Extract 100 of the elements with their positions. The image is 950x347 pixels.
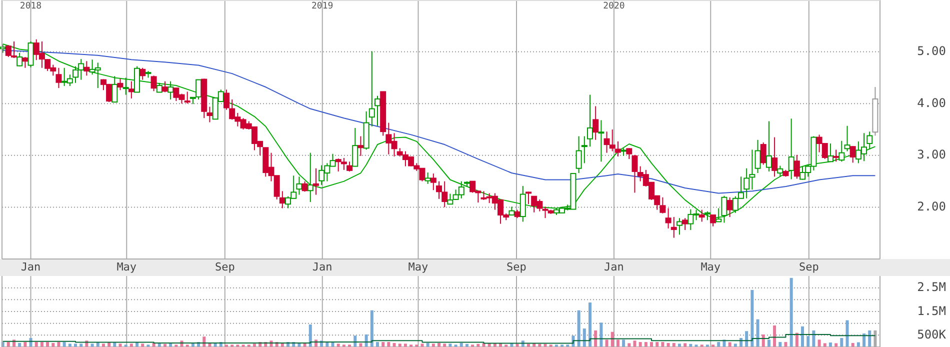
candlestick — [777, 165, 784, 178]
candlestick — [850, 146, 856, 164]
bar — [443, 344, 446, 347]
candlestick — [760, 142, 766, 166]
bar — [767, 340, 770, 347]
bar — [656, 342, 659, 347]
bar — [633, 340, 636, 347]
bar — [650, 342, 654, 347]
bar — [605, 340, 608, 347]
bar — [46, 342, 50, 347]
candlestick — [833, 149, 840, 162]
bar — [790, 278, 793, 347]
candlestick — [150, 75, 157, 92]
candlestick — [665, 208, 672, 229]
x-tick-label: Sep — [214, 260, 235, 274]
candlestick — [726, 196, 733, 218]
bar — [62, 342, 66, 347]
candlestick — [716, 208, 722, 222]
y-tick-label: 2.5M — [917, 280, 946, 294]
x2-tick-label: 2018 — [20, 1, 42, 12]
bar — [834, 343, 838, 347]
bar — [823, 343, 826, 347]
bar — [577, 310, 580, 347]
bar — [376, 342, 379, 347]
bar — [370, 310, 374, 347]
candlestick — [56, 67, 62, 89]
candlestick — [581, 136, 588, 164]
candlestick — [134, 66, 140, 93]
candlestick — [374, 95, 380, 126]
bar — [684, 343, 687, 347]
bar — [846, 320, 849, 347]
bar — [756, 319, 760, 347]
candlestick — [772, 136, 778, 178]
bar — [40, 342, 44, 347]
y-tick-label: 1.5M — [917, 304, 946, 318]
candlestick — [721, 195, 728, 224]
bar — [118, 344, 122, 347]
y-tick-label: 2.00 — [917, 199, 946, 214]
bar — [398, 344, 402, 347]
candlestick — [162, 80, 168, 93]
bar — [745, 331, 748, 347]
candlestick — [112, 76, 118, 103]
candlestick — [307, 152, 314, 203]
bar — [382, 342, 385, 347]
candlestick — [766, 120, 772, 172]
candlestick — [592, 106, 599, 140]
bar — [420, 344, 424, 347]
bar — [80, 344, 83, 347]
y-tick-label: 500K — [917, 327, 947, 342]
candlestick — [424, 172, 431, 184]
x2-tick-label: 2019 — [312, 1, 334, 12]
candlestick — [22, 56, 28, 68]
y-tick-label: 4.00 — [917, 96, 946, 110]
candlestick — [128, 80, 134, 99]
x2-tick-label: 2020 — [603, 1, 625, 12]
bar — [784, 342, 788, 347]
bar — [594, 330, 598, 347]
bar — [818, 340, 821, 347]
candlestick — [296, 176, 302, 196]
bar — [616, 340, 620, 347]
candlestick — [352, 127, 358, 167]
bar — [130, 344, 133, 347]
bar — [57, 342, 60, 347]
bar — [588, 302, 592, 347]
candlestick — [525, 191, 532, 205]
bar — [717, 342, 720, 347]
bar — [806, 336, 810, 347]
candlestick — [866, 131, 873, 150]
bar — [868, 330, 872, 347]
bar — [644, 342, 648, 347]
bar — [678, 344, 681, 347]
y-tick-label: 5.00 — [917, 44, 946, 58]
bar — [102, 344, 105, 347]
bar — [638, 342, 642, 347]
candlestick — [168, 80, 174, 100]
candlestick — [698, 209, 705, 222]
x-tick-label: Jan — [312, 260, 332, 274]
candlestick — [16, 52, 23, 67]
candlestick — [844, 125, 850, 152]
bar — [34, 342, 38, 347]
bar — [801, 326, 804, 347]
bar — [773, 325, 776, 347]
candlestick — [838, 140, 845, 162]
bar — [404, 344, 407, 347]
bar — [750, 290, 754, 347]
candlestick — [122, 77, 129, 96]
bar — [622, 340, 626, 347]
candlestick — [312, 168, 319, 196]
bar — [252, 344, 256, 347]
candlestick — [598, 120, 604, 162]
bar — [74, 344, 77, 347]
bar — [600, 322, 603, 347]
candlestick — [788, 118, 794, 180]
candlestick — [156, 82, 162, 93]
bar — [628, 343, 631, 347]
bar — [812, 330, 816, 347]
candlestick — [794, 154, 800, 180]
candlestick — [84, 60, 90, 76]
x-tick-label: Jan — [20, 260, 41, 274]
candlestick — [28, 40, 34, 68]
